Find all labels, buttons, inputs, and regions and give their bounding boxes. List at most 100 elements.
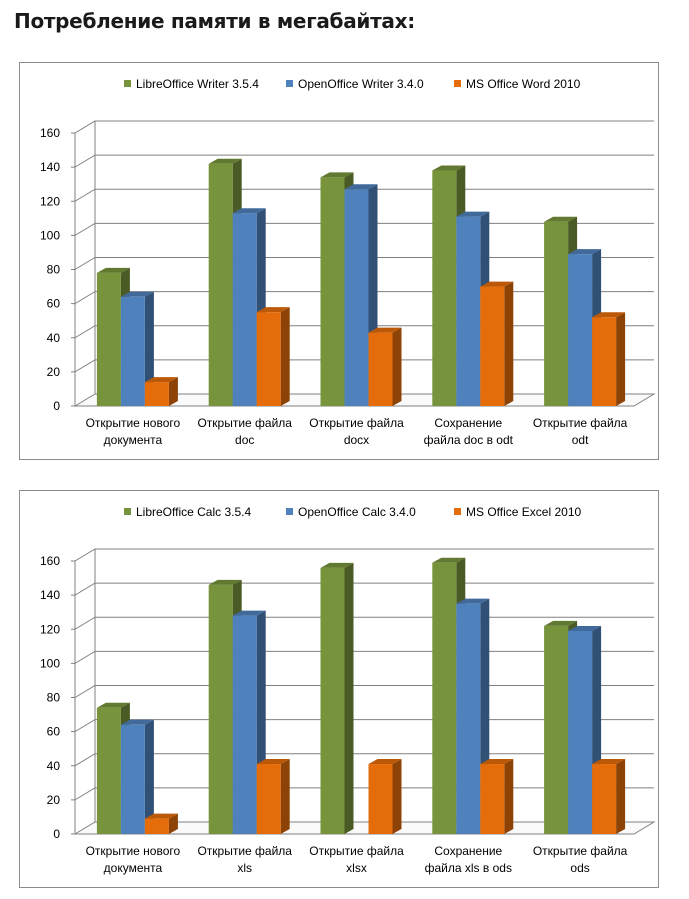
bar-top xyxy=(144,813,178,819)
bar-front xyxy=(456,216,481,406)
bar-top xyxy=(456,211,490,217)
bar-side xyxy=(616,312,626,406)
x-tick-label: документа xyxy=(104,433,163,447)
x-tick-label: Открытие нового xyxy=(86,844,181,858)
x-tick-label: odt xyxy=(572,433,589,447)
x-tick-label: файла xls в ods xyxy=(425,861,512,875)
x-tick-label: Сохранение xyxy=(434,416,502,430)
bar-front xyxy=(368,764,393,834)
y-tick-label: 120 xyxy=(40,622,60,636)
bar-top xyxy=(144,377,178,383)
gridline xyxy=(74,548,654,562)
chart-svg-writer: LibreOffice Writer 3.5.4 OpenOffice Write… xyxy=(40,77,656,447)
bar-2-2-3 xyxy=(256,759,290,834)
gridline xyxy=(74,154,654,168)
legend-swatch-1 xyxy=(124,508,131,515)
bar-top xyxy=(232,610,266,616)
y-tick-label: 120 xyxy=(40,194,60,208)
x-tick-label: ods xyxy=(570,861,589,875)
y-tick-label: 140 xyxy=(40,588,60,602)
legend-label-1: LibreOffice Calc 3.5.4 xyxy=(136,505,251,519)
bar-top xyxy=(568,249,602,255)
bar-top xyxy=(480,281,514,287)
y-tick-label: 0 xyxy=(53,399,60,413)
x-tick-label: Открытие файла xyxy=(197,416,292,430)
bar-1-1-3 xyxy=(144,377,178,406)
page-title: Потребление памяти в мегабайтах: xyxy=(14,9,415,33)
gridline xyxy=(74,188,654,202)
bar-front xyxy=(208,163,233,406)
bar-top xyxy=(96,267,130,273)
x-tick-label: doc xyxy=(235,433,254,447)
bar-front xyxy=(480,286,505,406)
legend-swatch-2 xyxy=(286,508,293,515)
bar-top xyxy=(232,208,266,214)
bar-side xyxy=(144,719,154,834)
bar-front xyxy=(320,177,345,406)
x-tick-label: Открытие нового xyxy=(86,416,181,430)
bar-front xyxy=(432,562,457,834)
bar-2-3-3 xyxy=(368,759,402,834)
bar-side xyxy=(344,562,354,834)
bar-top xyxy=(208,579,242,585)
bar-front xyxy=(144,382,169,406)
y-tick-label: 60 xyxy=(47,297,61,311)
bar-top xyxy=(120,291,154,297)
bar-front xyxy=(96,707,121,834)
bar-side xyxy=(144,291,154,406)
bar-front xyxy=(592,764,617,834)
bar-side xyxy=(168,377,178,406)
bar-2-1-3 xyxy=(144,813,178,834)
bar-front xyxy=(456,603,481,834)
bar-top xyxy=(368,327,402,333)
y-tick-label: 160 xyxy=(40,126,60,140)
bar-front xyxy=(256,764,281,834)
legend-label-2: OpenOffice Calc 3.4.0 xyxy=(298,505,416,519)
bar-top xyxy=(96,702,130,708)
y-tick-label: 40 xyxy=(47,759,61,773)
y-tick-label: 0 xyxy=(53,827,60,841)
bar-side xyxy=(392,759,402,834)
bar-top xyxy=(592,759,626,765)
bar-front xyxy=(144,818,169,834)
x-tick-label: Сохранение xyxy=(434,844,502,858)
bar-top xyxy=(368,759,402,765)
legend-label-1: LibreOffice Writer 3.5.4 xyxy=(136,77,259,91)
bar-front xyxy=(232,213,257,406)
bar-front xyxy=(120,724,145,834)
bar-top xyxy=(456,598,490,604)
bar-top xyxy=(432,165,466,171)
legend-label-3: MS Office Excel 2010 xyxy=(466,505,581,519)
memory-chart-calc: LibreOffice Calc 3.5.4 OpenOffice Calc 3.… xyxy=(19,490,659,888)
bar-side xyxy=(392,327,402,406)
y-tick-label: 20 xyxy=(47,365,61,379)
bar-1-5-3 xyxy=(592,312,626,406)
bar-front xyxy=(208,584,233,834)
legend-label-2: OpenOffice Writer 3.4.0 xyxy=(298,77,424,91)
x-tick-label: docx xyxy=(344,433,369,447)
bar-2-4-3 xyxy=(480,759,514,834)
bar-top xyxy=(480,759,514,765)
bar-top xyxy=(208,158,242,164)
bar-side xyxy=(504,281,514,406)
legend-swatch-1 xyxy=(124,80,131,87)
bar-1-3-2 xyxy=(344,184,378,406)
bar-front xyxy=(432,170,457,406)
bar-top xyxy=(256,307,290,313)
x-tick-label: Открытие файла xyxy=(533,416,628,430)
bar-top xyxy=(544,216,578,222)
bar-top xyxy=(592,312,626,318)
bar-front xyxy=(480,764,505,834)
bar-top xyxy=(344,184,378,190)
y-tick-label: 160 xyxy=(40,554,60,568)
y-tick-label: 100 xyxy=(40,228,60,242)
bar-front xyxy=(256,312,281,406)
legend-swatch-3 xyxy=(454,80,461,87)
bar-front xyxy=(544,221,569,406)
y-tick-label: 80 xyxy=(47,691,61,705)
bar-top xyxy=(120,719,154,725)
bar-side xyxy=(280,307,290,406)
bar-front xyxy=(568,630,593,834)
y-tick-label: 60 xyxy=(47,725,61,739)
bar-front xyxy=(544,625,569,834)
